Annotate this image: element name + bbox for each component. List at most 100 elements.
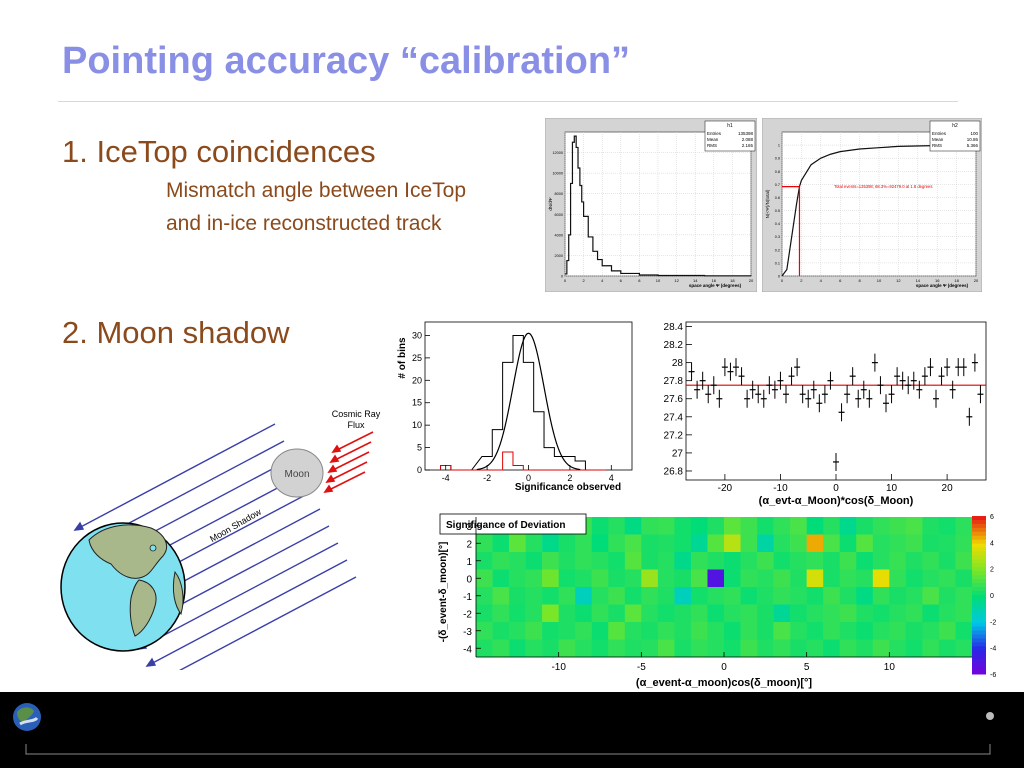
h2-ytick: 0.9 [775,157,780,161]
colorbar-segment [972,519,986,525]
heatmap-cell [641,517,659,535]
heatmap-cell [624,517,642,535]
heatmap-cell [509,604,526,623]
heatmap-cell [707,552,725,570]
heatmap-cell [740,639,758,658]
heatmap-cell [922,517,940,535]
heatmap-cell [542,534,559,553]
h2-stat-value: 5.366 [967,143,979,148]
colorbar-segment [972,642,986,647]
heatmap-cell [922,604,940,623]
colorbar-segment [972,567,986,572]
colorbar-segment [972,555,986,560]
heatmap-cell [955,534,973,553]
colorbar-segment [972,610,986,616]
colorbar-segment [972,571,986,576]
sig-xtick: -2 [483,473,491,483]
h1-stats-box [704,120,756,152]
heatmap-cell [790,517,807,535]
heatmap-cell [757,552,774,570]
heatmap-cell [872,517,890,535]
colorbar-segment [972,539,986,545]
heatmap-cell [624,552,642,570]
heatmap-cell [657,552,675,570]
heatmap-cell [558,569,576,588]
heatmap-cell [757,587,774,605]
sig-xtick: 0 [526,473,531,483]
heatmap-cell [839,604,857,623]
heatmap-cell [790,552,807,570]
heatmap-cell [591,622,609,640]
colorbar-segment [972,614,986,620]
colorbar-segment [972,559,986,564]
h1-stat-value: 2.165 [742,143,754,148]
h1-stat-label: Mean [707,137,719,142]
heatmap-cell [938,587,956,605]
heatmap-cell [955,552,973,570]
heatmap-cell [905,587,923,605]
h1-ytick: 2000 [555,254,563,258]
heatmap-cell [542,552,559,570]
flux-ytick: 27.2 [664,430,684,441]
heatmap-cell [674,622,692,640]
heatmap-cell [476,569,493,588]
h1-stat-value: 135398 [738,131,754,136]
cosmic-ray-arrow [329,454,340,464]
heatmap-cell [773,569,791,588]
colorbar-segment [972,654,986,659]
h1-xtick: 12 [674,278,679,283]
title-divider [58,101,958,102]
heatmap-cell [624,569,642,588]
heatmap-cell [525,639,543,658]
heatmap-cell [724,534,741,553]
sig-ytick: 15 [412,398,422,408]
colorbar-segment [972,602,986,608]
heatmap-cell [757,622,774,640]
sig-ytick: 20 [412,375,422,385]
h2-ylabel: N(<Ψ)/N(total) [765,189,770,218]
h1-xtick: 14 [693,278,698,283]
heatmap-cell [476,552,493,570]
h2-stat-value: 100 [970,131,978,136]
colorbar-segment [972,626,986,632]
heatmap-cell [839,552,857,570]
heatmap-cell [674,552,692,570]
footer-frame [25,744,991,755]
sig-xtick: -4 [442,473,450,483]
heatmap-cell [773,552,791,570]
cosmic-ray-line [328,451,370,473]
heatmap-cell [674,604,692,623]
heatmap-cell [889,604,907,623]
heatmap-cell [657,517,675,535]
heatmap-cell [674,517,692,535]
heatmap-cell [558,552,576,570]
flux-ytick: 28.2 [664,340,684,351]
heatmap-ytick: -3 [463,627,472,638]
heatmap-cell [591,604,609,623]
heatmap-cell [575,587,593,605]
heatmap-cell [690,622,708,640]
heatmap-cell [823,534,841,553]
colorbar-tick: -4 [990,646,996,653]
h2-cumulative-line [781,144,977,277]
heatmap-cell [690,517,708,535]
heatmap-cell [856,604,874,623]
heatmap-cell [509,534,526,553]
heatmap-cell [641,534,659,553]
flux-xlabel: (α_evt-α_Moon)*cos(δ_Moon) [759,495,914,507]
flux-ray-arrow [73,521,85,531]
heatmap-cell [806,552,824,570]
flux-ray-line [179,576,357,670]
heatmap-title: Signifigance of Deviation [446,520,565,531]
colorbar-segment [972,646,986,651]
colorbar-segment [972,622,986,628]
heatmap-cell [856,622,874,640]
colorbar-tick: 6 [990,514,994,521]
h2-ytick: 0.7 [775,183,780,187]
flux-xtick: -20 [718,483,733,494]
heatmap-cell [558,587,576,605]
heatmap-cell [525,622,543,640]
heatmap-cell [641,604,659,623]
heatmap-cell [492,534,510,553]
colorbar-tick: -6 [990,672,996,679]
